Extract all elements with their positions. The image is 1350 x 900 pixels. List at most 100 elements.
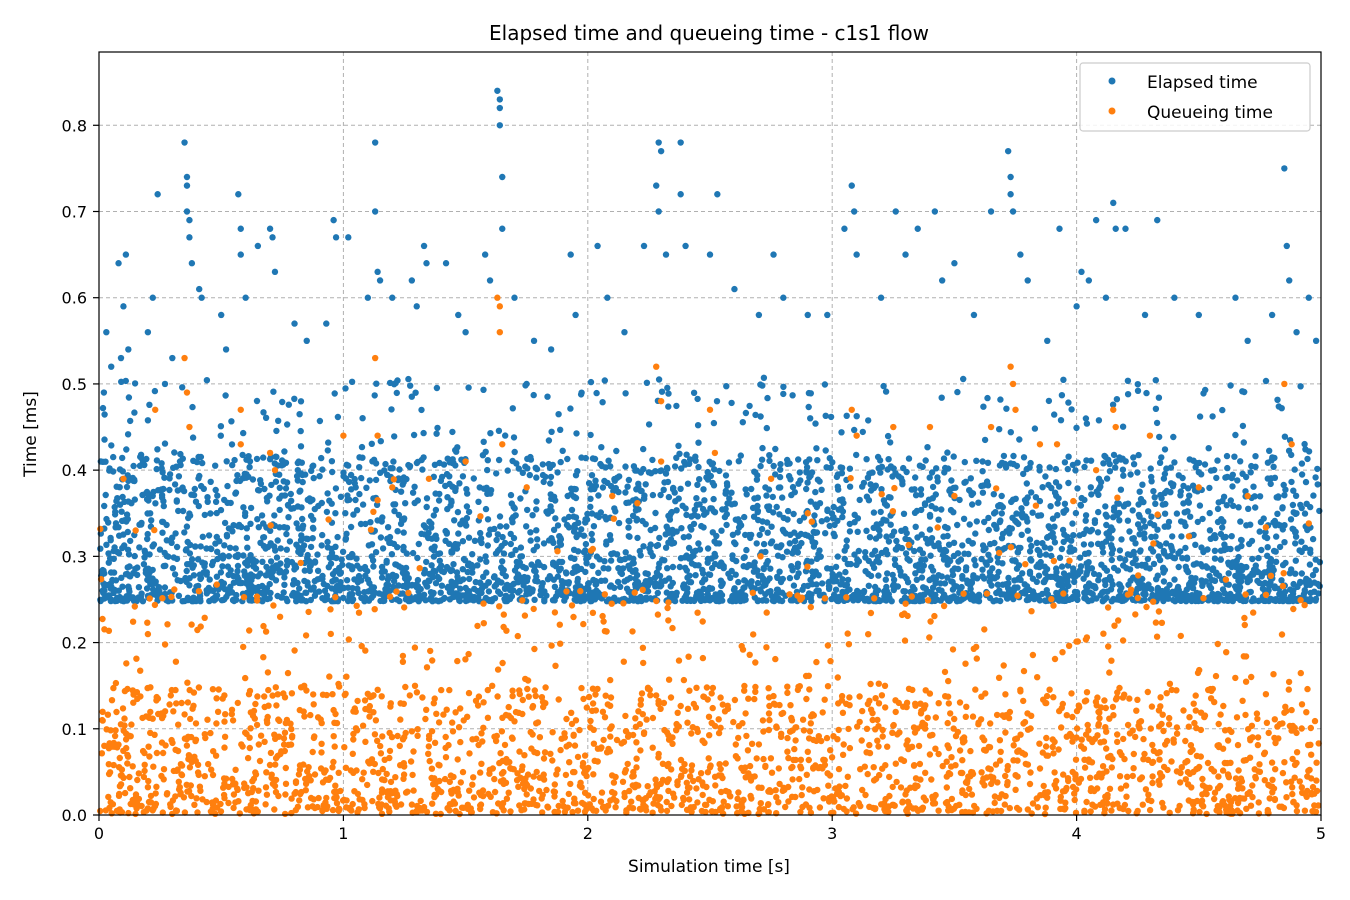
elapsed-point — [423, 260, 430, 267]
legend-marker-queueing — [1108, 107, 1116, 115]
elapsed-point — [345, 234, 352, 241]
legend-label-queueing: Queueing time — [1147, 103, 1273, 123]
y-tick-label: 0.3 — [62, 547, 87, 566]
legend-marker-elapsed — [1108, 77, 1116, 85]
queueing-point — [496, 303, 504, 310]
elapsed-point — [496, 104, 504, 112]
elapsed-point — [1085, 277, 1093, 284]
elapsed-point — [1102, 294, 1110, 301]
elapsed-point — [188, 260, 196, 267]
elapsed-point — [376, 277, 384, 284]
x-tick-label: 2 — [583, 824, 593, 843]
legend-label-elapsed: Elapsed time — [1147, 73, 1258, 93]
elapsed-point — [931, 208, 939, 215]
elapsed-point — [682, 242, 689, 250]
elapsed-point — [1195, 311, 1203, 319]
elapsed-point — [181, 139, 188, 146]
elapsed-point — [1268, 311, 1276, 319]
queueing-point — [496, 328, 504, 336]
x-axis-label: Simulation time [s] — [628, 857, 790, 877]
elapsed-point — [653, 182, 660, 189]
queueing-point — [462, 458, 469, 465]
elapsed-point — [499, 173, 506, 181]
elapsed-point — [371, 139, 379, 146]
elapsed-point — [1009, 208, 1017, 215]
plot-frame — [98, 51, 1322, 816]
queueing-point — [987, 423, 995, 431]
elapsed-point — [1007, 191, 1014, 198]
elapsed-point — [161, 380, 169, 388]
elapsed-point — [154, 191, 161, 198]
elapsed-point — [122, 251, 130, 258]
elapsed-point — [1024, 277, 1031, 284]
elapsed-point — [604, 294, 611, 301]
elapsed-point — [850, 208, 858, 215]
elapsed-point — [186, 216, 193, 224]
legend: Elapsed time Queueing time — [1079, 62, 1311, 132]
elapsed-point — [115, 260, 122, 267]
x-tick-label: 1 — [338, 824, 348, 843]
queueing-point — [1112, 423, 1119, 431]
elapsed-point — [951, 260, 958, 267]
queueing-point — [237, 441, 244, 448]
elapsed-point — [530, 337, 538, 345]
queueing-point — [1281, 380, 1288, 388]
elapsed-point — [655, 208, 662, 215]
elapsed-point — [547, 346, 555, 353]
elapsed-point — [303, 337, 310, 345]
legend-box — [1079, 62, 1311, 132]
elapsed-point — [824, 311, 831, 319]
elapsed-point — [1112, 225, 1119, 232]
elapsed-point — [567, 251, 574, 258]
elapsed-point — [1078, 268, 1085, 276]
elapsed-point — [1056, 225, 1063, 232]
elapsed-point — [455, 311, 462, 319]
elapsed-point — [1092, 216, 1100, 224]
elapsed-point — [218, 311, 225, 319]
elapsed-point — [914, 225, 921, 232]
queueing-point — [371, 354, 379, 362]
axes: 0 1 2 3 4 5 0.0 0.1 0.2 0.3 0.4 0.5 0.6 0.7 0.8 — [62, 51, 1326, 843]
elapsed-point — [1305, 294, 1312, 301]
elapsed-point — [1293, 328, 1300, 336]
elapsed-point — [511, 294, 518, 301]
elapsed-point — [1141, 311, 1149, 319]
elapsed-point — [442, 260, 450, 267]
queueing-point — [152, 406, 159, 413]
elapsed-point — [269, 234, 276, 241]
elapsed-point — [494, 87, 501, 94]
elapsed-point — [1122, 225, 1129, 232]
queueing-point — [609, 492, 616, 500]
queueing-point — [1009, 380, 1017, 388]
elapsed-point — [144, 328, 152, 336]
elapsed-point — [853, 251, 860, 258]
elapsed-point — [364, 294, 372, 301]
queueing-time-cloud — [97, 475, 1322, 818]
elapsed-point — [1281, 165, 1288, 172]
elapsed-point — [420, 242, 428, 250]
chart-title: Elapsed time and queueing time - c1s1 fl… — [489, 21, 929, 45]
elapsed-point — [731, 285, 738, 293]
x-tick-label: 4 — [1072, 824, 1082, 843]
queueing-point — [1288, 441, 1295, 448]
elapsed-point — [235, 191, 242, 198]
elapsed-point — [640, 242, 648, 250]
queueing-point — [1110, 406, 1117, 413]
elapsed-point — [117, 354, 125, 362]
elapsed-point — [780, 294, 787, 301]
queueing-point — [120, 475, 127, 482]
queueing-point — [1092, 466, 1100, 474]
elapsed-point — [413, 303, 420, 310]
elapsed-point — [371, 208, 379, 215]
queueing-point — [1012, 406, 1019, 413]
elapsed-point — [1044, 337, 1051, 345]
elapsed-point — [496, 122, 504, 129]
queueing-point — [653, 363, 660, 370]
queueing-point — [926, 423, 934, 431]
queueing-point — [1007, 363, 1014, 370]
y-tick-label: 0.4 — [62, 461, 87, 480]
queueing-point — [340, 432, 347, 439]
elapsed-point — [938, 277, 946, 284]
elapsed-point — [1232, 294, 1239, 301]
